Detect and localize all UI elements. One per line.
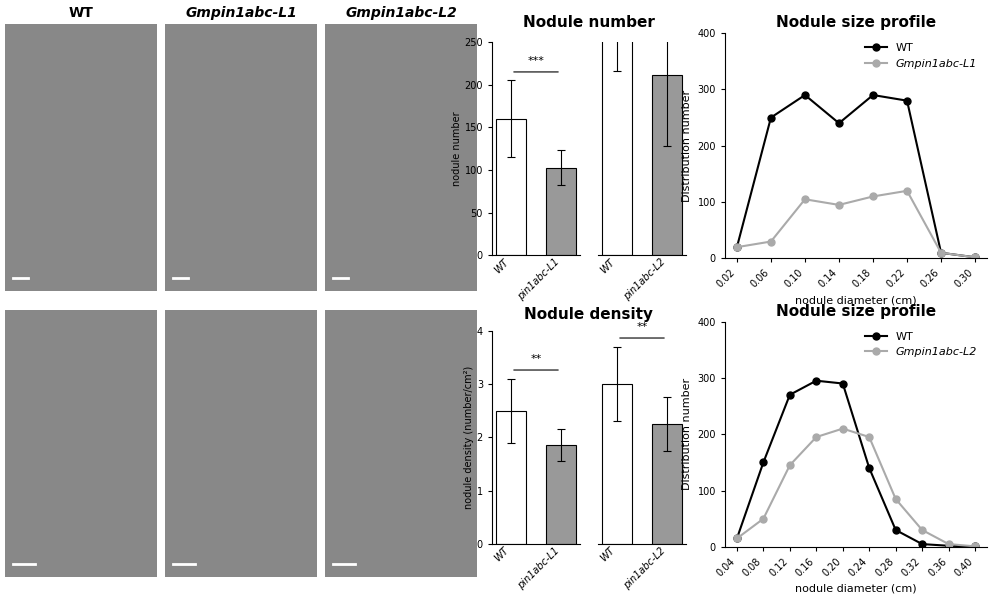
Y-axis label: nodule density (number/cm²): nodule density (number/cm²) xyxy=(464,365,474,509)
Line: WT: WT xyxy=(733,377,979,550)
WT xyxy=(837,380,849,387)
WT xyxy=(731,535,743,542)
Bar xyxy=(546,445,576,544)
Line: Gmpin1abc-L1: Gmpin1abc-L1 xyxy=(733,188,979,261)
WT xyxy=(765,114,777,121)
Text: **: ** xyxy=(636,322,648,332)
Text: WT: WT xyxy=(69,6,93,20)
Text: Nodule density: Nodule density xyxy=(524,307,654,322)
Text: Gmpin1abc-L1: Gmpin1abc-L1 xyxy=(185,6,297,20)
Legend: WT, Gmpin1abc-L1: WT, Gmpin1abc-L1 xyxy=(860,38,981,73)
X-axis label: nodule diameter (cm): nodule diameter (cm) xyxy=(795,295,917,305)
WT xyxy=(833,120,845,127)
Bar xyxy=(602,0,632,255)
Bar xyxy=(652,75,682,255)
Gmpin1abc-L2 xyxy=(890,495,902,502)
WT xyxy=(867,91,879,99)
Bar xyxy=(602,384,632,544)
Text: Gmpin1abc-L2: Gmpin1abc-L2 xyxy=(345,6,457,20)
Gmpin1abc-L1 xyxy=(935,249,947,257)
Gmpin1abc-L1 xyxy=(969,254,981,261)
Text: ***: *** xyxy=(528,55,544,66)
X-axis label: nodule diameter (cm): nodule diameter (cm) xyxy=(795,584,917,594)
Bar xyxy=(496,410,526,544)
WT xyxy=(757,459,769,466)
Gmpin1abc-L1 xyxy=(867,193,879,200)
Gmpin1abc-L1 xyxy=(799,196,811,203)
Gmpin1abc-L2 xyxy=(943,540,955,548)
Gmpin1abc-L2 xyxy=(784,462,796,469)
Gmpin1abc-L2 xyxy=(731,535,743,542)
Line: WT: WT xyxy=(733,91,979,261)
WT xyxy=(935,249,947,257)
Gmpin1abc-L1 xyxy=(731,243,743,251)
Gmpin1abc-L1 xyxy=(901,188,913,195)
Y-axis label: Distribution number: Distribution number xyxy=(682,378,692,490)
Text: **: ** xyxy=(530,353,542,364)
Gmpin1abc-L1 xyxy=(765,238,777,245)
Gmpin1abc-L2 xyxy=(969,543,981,550)
WT xyxy=(810,377,822,384)
Line: Gmpin1abc-L2: Gmpin1abc-L2 xyxy=(733,425,979,550)
Y-axis label: Distribution number: Distribution number xyxy=(682,90,692,202)
WT xyxy=(731,243,743,251)
Gmpin1abc-L1 xyxy=(833,201,845,209)
Gmpin1abc-L2 xyxy=(837,425,849,432)
Title: Nodule size profile: Nodule size profile xyxy=(776,16,936,31)
Gmpin1abc-L2 xyxy=(916,526,928,534)
WT xyxy=(799,91,811,99)
WT xyxy=(916,540,928,548)
WT xyxy=(863,465,875,472)
Bar xyxy=(652,424,682,544)
Gmpin1abc-L2 xyxy=(757,515,769,522)
Gmpin1abc-L2 xyxy=(810,433,822,441)
WT xyxy=(969,254,981,261)
Title: Nodule size profile: Nodule size profile xyxy=(776,304,936,319)
WT xyxy=(901,97,913,105)
Bar xyxy=(496,119,526,255)
WT xyxy=(969,543,981,550)
Bar xyxy=(546,168,576,255)
Gmpin1abc-L2 xyxy=(863,433,875,441)
WT xyxy=(890,526,902,534)
WT xyxy=(943,542,955,549)
Y-axis label: nodule number: nodule number xyxy=(452,111,462,186)
Text: Nodule number: Nodule number xyxy=(523,15,655,30)
WT xyxy=(784,391,796,398)
Legend: WT, Gmpin1abc-L2: WT, Gmpin1abc-L2 xyxy=(860,327,981,362)
